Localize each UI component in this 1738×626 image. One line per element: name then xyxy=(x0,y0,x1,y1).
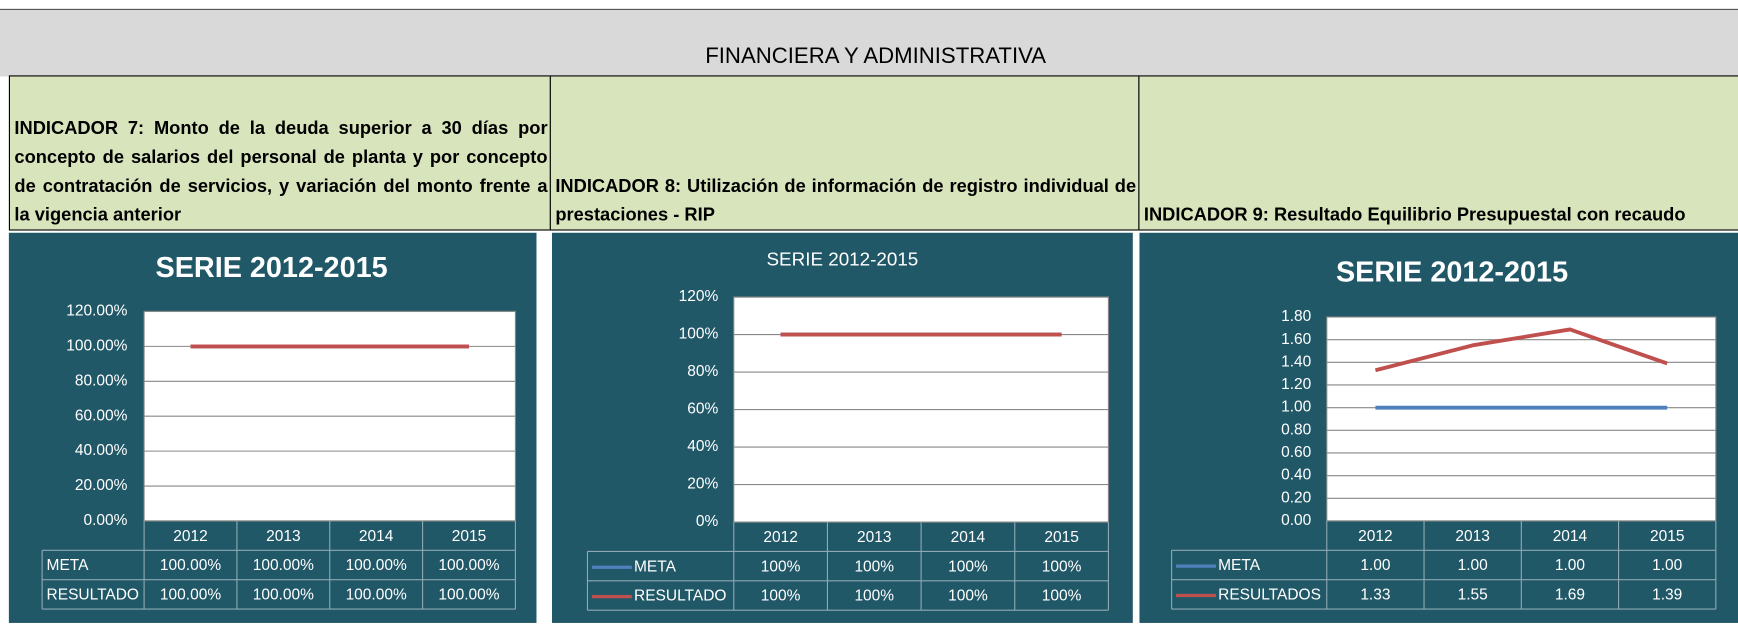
x-tick-label: 2014 xyxy=(951,529,986,546)
legend-label: META xyxy=(47,557,90,574)
indicator-cell: INDICADOR 9: Resultado Equilibrio Presup… xyxy=(1138,75,1738,231)
y-tick-label: 0.00 xyxy=(1281,512,1312,529)
y-tick-label: 100% xyxy=(679,326,719,343)
y-tick-label: 0.80 xyxy=(1281,421,1312,438)
data-label: 1.33 xyxy=(1360,587,1390,604)
x-tick-label: 2015 xyxy=(1044,529,1078,546)
header-band xyxy=(0,8,1738,77)
y-tick-label: 40.00% xyxy=(75,442,128,459)
y-tick-label: 120.00% xyxy=(66,303,127,320)
y-tick-label: 1.40 xyxy=(1281,353,1312,370)
y-tick-label: 1.20 xyxy=(1281,376,1312,393)
y-tick-label: 1.00 xyxy=(1281,399,1312,416)
y-tick-label: 80% xyxy=(687,363,718,380)
data-label: 100.00% xyxy=(160,587,221,604)
x-tick-label: 2012 xyxy=(173,528,207,545)
data-label: 100% xyxy=(854,558,894,575)
indicator-cell: INDICADOR 7: Monto de la deuda superior … xyxy=(8,75,551,231)
x-tick-label: 2014 xyxy=(359,528,394,545)
y-tick-label: 80.00% xyxy=(75,372,128,389)
header: FINANCIERA Y ADMINISTRATIVA xyxy=(705,44,1047,69)
y-tick-label: 0% xyxy=(696,513,719,530)
x-tick-label: 2015 xyxy=(452,528,486,545)
data-label: 1.69 xyxy=(1555,587,1585,604)
y-tick-label: 40% xyxy=(687,438,718,455)
data-label: 1.39 xyxy=(1652,587,1682,604)
indicator-cell: INDICADOR 8: Utilización de información … xyxy=(549,75,1140,231)
y-tick-label: 0.60 xyxy=(1281,444,1312,461)
series-line xyxy=(1374,327,1668,373)
data-label: 100.00% xyxy=(346,587,407,604)
data-label: 100% xyxy=(1042,588,1082,605)
indicator: INDICADOR 8: Utilización de información … xyxy=(555,176,1137,226)
data-label: 100% xyxy=(948,588,988,605)
y-tick-label: 60% xyxy=(687,401,718,418)
data-label: 1.00 xyxy=(1555,557,1586,574)
y-tick-label: 1.60 xyxy=(1281,331,1312,348)
indicator: INDICADOR 7: Monto de la deuda superior … xyxy=(14,118,548,226)
y-tick-label: 60.00% xyxy=(75,407,128,424)
x-tick-label: 2012 xyxy=(1358,528,1392,545)
x-tick-label: 2015 xyxy=(1650,528,1684,545)
x-tick-label: 2013 xyxy=(266,528,300,545)
data-label: 1.00 xyxy=(1652,557,1683,574)
indicator: INDICADOR 9: Resultado Equilibrio Presup… xyxy=(1143,205,1686,226)
y-tick-label: 0.20 xyxy=(1281,489,1312,506)
legend-label: META xyxy=(1218,557,1261,574)
data-label: 100% xyxy=(854,588,894,605)
data-label: 100% xyxy=(761,558,801,575)
y-tick-label: 120% xyxy=(679,288,719,305)
data-label: 1.55 xyxy=(1458,587,1488,604)
x-tick-label: 2014 xyxy=(1553,528,1588,545)
data-label: 100.00% xyxy=(438,587,499,604)
legend-label: RESULTADO xyxy=(47,587,139,604)
y-tick-label: 0.40 xyxy=(1281,467,1312,484)
data-label: 100.00% xyxy=(253,557,314,574)
data-label: 100% xyxy=(761,588,801,605)
chart-title: SERIE 2012-2015 xyxy=(155,252,387,284)
y-tick-label: 0.00% xyxy=(84,512,128,529)
y-tick-label: 100.00% xyxy=(66,337,127,354)
y-tick-label: 1.80 xyxy=(1281,308,1312,325)
y-tick-label: 20% xyxy=(687,476,718,493)
x-tick-label: 2013 xyxy=(857,529,891,546)
x-tick-label: 2013 xyxy=(1455,528,1489,545)
data-label: 100.00% xyxy=(438,557,499,574)
y-tick-label: 20.00% xyxy=(75,477,128,494)
data-label: 100.00% xyxy=(253,587,314,604)
legend-label: RESULTADO xyxy=(634,588,726,605)
chart-title: SERIE 2012-2015 xyxy=(1336,256,1568,288)
data-label: 100% xyxy=(1042,558,1082,575)
legend-label: RESULTADOS xyxy=(1218,587,1321,604)
x-tick-label: 2012 xyxy=(763,529,797,546)
data-label: 100.00% xyxy=(160,557,221,574)
data-label: 100% xyxy=(948,558,988,575)
data-label: 1.00 xyxy=(1458,557,1489,574)
plot-area xyxy=(1326,316,1717,522)
chart-title: SERIE 2012-2015 xyxy=(767,248,919,269)
data-label: 1.00 xyxy=(1360,557,1391,574)
legend-label: META xyxy=(634,558,677,575)
data-label: 100.00% xyxy=(346,557,407,574)
